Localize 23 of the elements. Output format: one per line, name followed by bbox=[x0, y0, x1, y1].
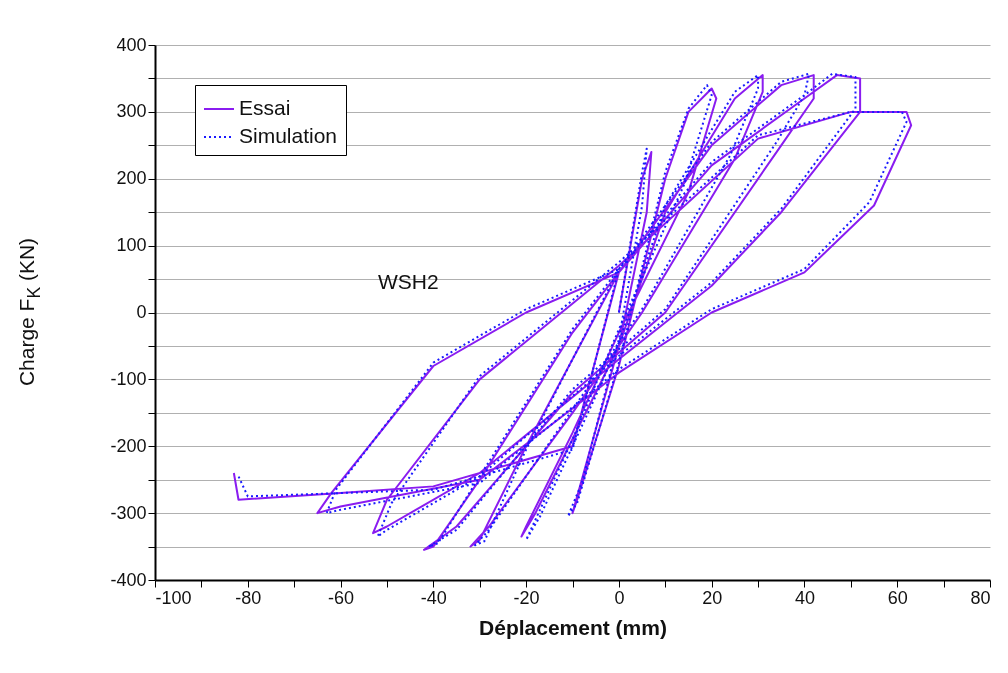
x-tick-label: 80 bbox=[970, 587, 991, 608]
annotation: WSH2 bbox=[378, 270, 439, 294]
x-tick-label: -60 bbox=[328, 587, 355, 608]
y-tick-label: 400 bbox=[116, 34, 147, 55]
legend-label: Simulation bbox=[239, 124, 338, 147]
x-tick-label: 20 bbox=[702, 587, 723, 608]
y-tick-label: 0 bbox=[136, 302, 147, 322]
y-tick-label: 100 bbox=[116, 235, 147, 256]
y-tick-label: 300 bbox=[116, 101, 147, 122]
y-tick-label: -200 bbox=[110, 435, 147, 456]
y-tick-label: -100 bbox=[110, 368, 147, 389]
x-tick-label: 60 bbox=[887, 587, 908, 608]
x-tick-label: -80 bbox=[235, 587, 262, 608]
y-tick-label: -400 bbox=[110, 569, 147, 590]
x-tick-label: -40 bbox=[420, 587, 447, 608]
y-tick-label: -300 bbox=[110, 502, 147, 523]
x-tick-label: 0 bbox=[614, 587, 625, 608]
y-tick-label: 200 bbox=[116, 168, 147, 189]
legend-label: Essai bbox=[239, 96, 291, 119]
x-tick-label: -100 bbox=[155, 587, 192, 608]
x-axis-title: Déplacement (mm) bbox=[479, 615, 667, 639]
x-tick-label: -20 bbox=[513, 587, 540, 608]
x-tick-label: 40 bbox=[794, 587, 815, 608]
